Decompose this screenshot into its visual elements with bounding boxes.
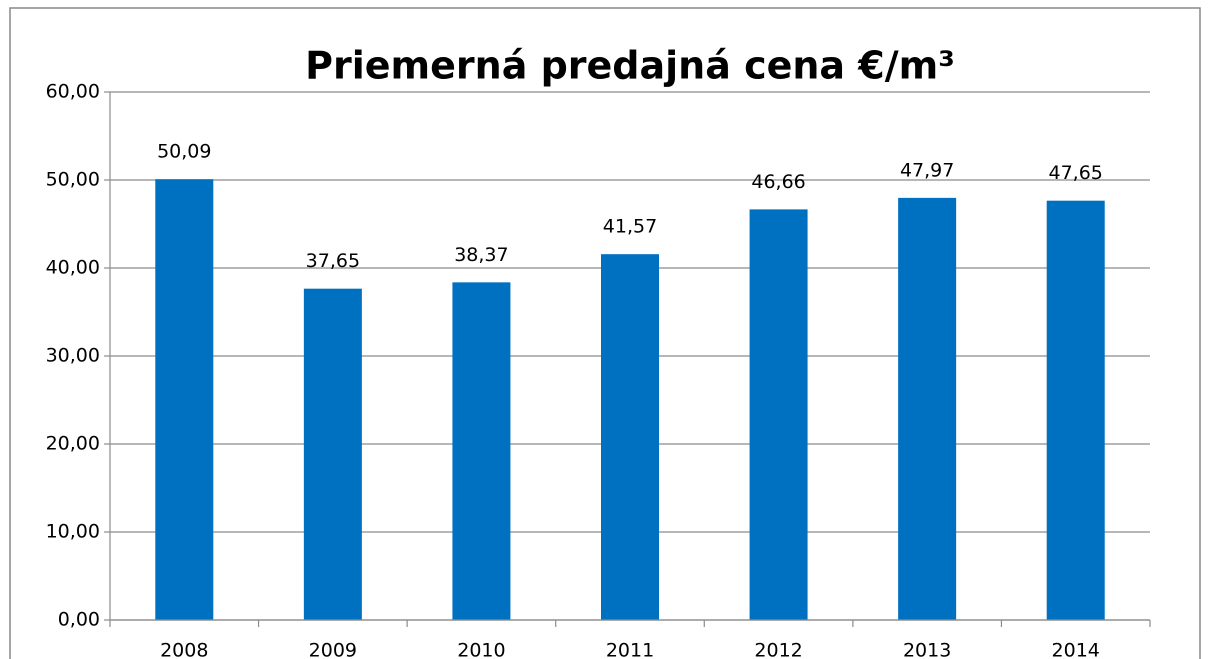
y-tick-label: 10,00 bbox=[46, 521, 100, 543]
y-tick-label: 50,00 bbox=[46, 169, 100, 191]
x-tick-label: 2011 bbox=[606, 640, 654, 659]
x-tick-label: 2012 bbox=[754, 640, 802, 659]
bar bbox=[452, 282, 511, 620]
bar bbox=[749, 209, 808, 620]
data-label: 47,97 bbox=[900, 159, 954, 181]
data-label: 47,65 bbox=[1049, 162, 1103, 184]
data-label: 41,57 bbox=[603, 216, 657, 238]
data-label: 46,66 bbox=[751, 171, 805, 193]
bar bbox=[1046, 200, 1105, 620]
chart-title: Priemerná predajná cena €/m³ bbox=[305, 44, 955, 88]
y-tick-label: 20,00 bbox=[46, 433, 100, 455]
x-tick-label: 2013 bbox=[903, 640, 951, 659]
y-tick-label: 60,00 bbox=[46, 81, 100, 103]
x-tick-label: 2010 bbox=[457, 640, 505, 659]
data-label: 50,09 bbox=[157, 141, 211, 163]
x-tick-label: 2014 bbox=[1052, 640, 1100, 659]
x-tick-label: 2009 bbox=[309, 640, 357, 659]
bar bbox=[155, 179, 214, 620]
y-tick-label: 30,00 bbox=[46, 345, 100, 367]
bar bbox=[601, 254, 659, 620]
bar bbox=[303, 288, 362, 620]
data-label: 37,65 bbox=[306, 250, 360, 272]
data-label: 38,37 bbox=[454, 244, 508, 266]
y-tick-label: 0,00 bbox=[58, 609, 100, 631]
bar bbox=[898, 197, 957, 620]
x-tick-label: 2008 bbox=[160, 640, 208, 659]
y-tick-label: 40,00 bbox=[46, 257, 100, 279]
